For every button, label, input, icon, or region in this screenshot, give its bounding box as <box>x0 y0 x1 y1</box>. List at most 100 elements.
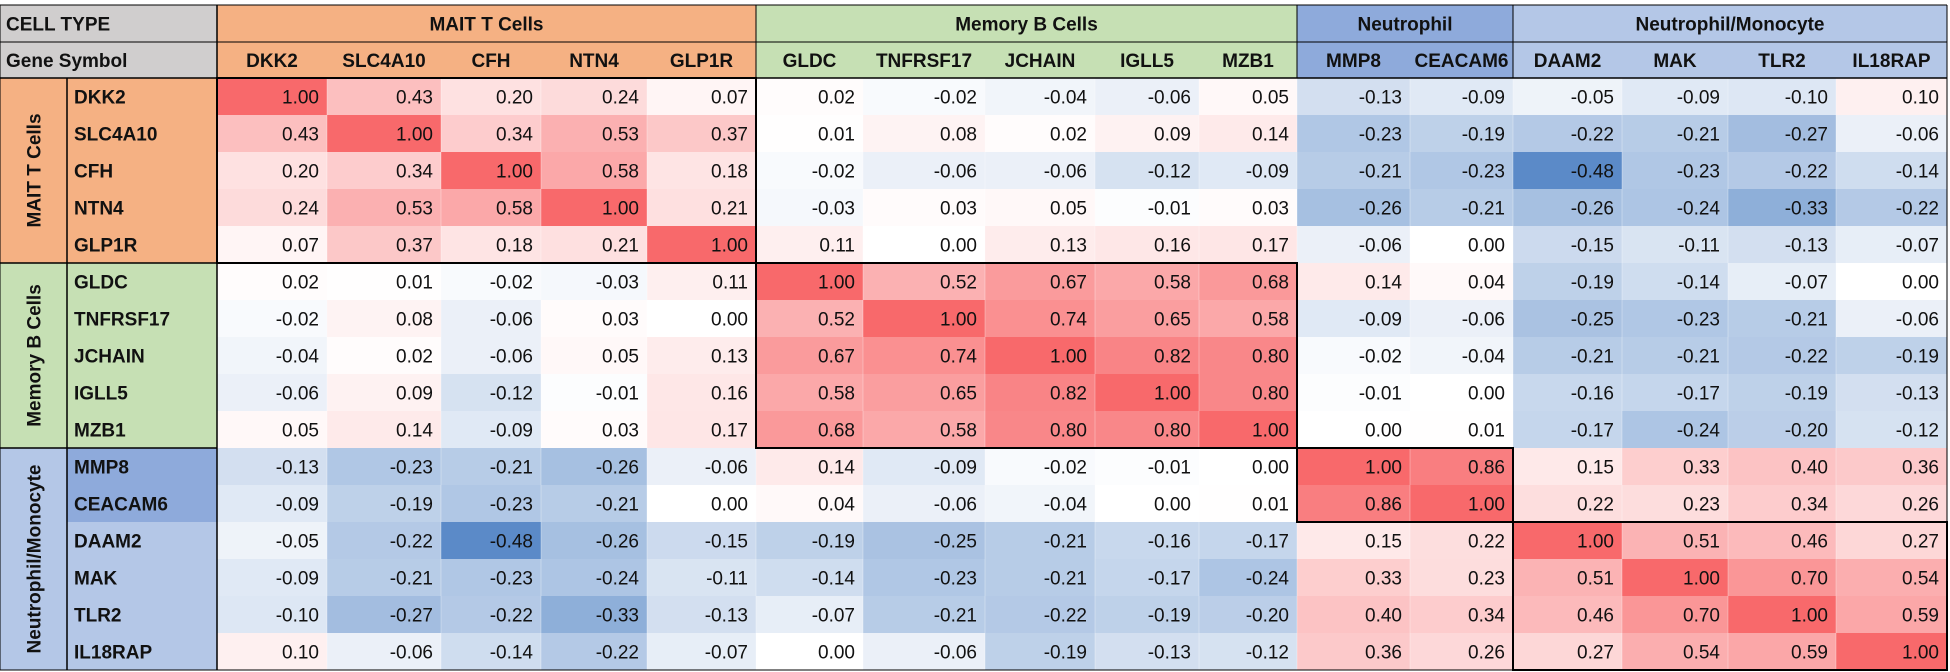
heatmap-cell <box>756 522 863 559</box>
heatmap-cell <box>1513 152 1622 189</box>
cell-value: -0.27 <box>1785 125 1828 146</box>
cell-value: -0.17 <box>1246 532 1289 553</box>
cell-value: 0.15 <box>1365 532 1402 553</box>
heatmap-cell <box>1410 226 1513 263</box>
heatmap-cell <box>1622 522 1728 559</box>
heatmap-cell <box>541 78 647 115</box>
heatmap-cell <box>327 78 441 115</box>
heatmap-cell <box>1728 226 1836 263</box>
heatmap-cell <box>1095 300 1199 337</box>
heatmap-cell <box>1513 633 1622 670</box>
cell-value: -0.48 <box>1571 162 1614 183</box>
row-header-ntn4: NTN4 <box>74 199 124 220</box>
heatmap-cell <box>441 633 541 670</box>
cell-value: -0.04 <box>1044 495 1088 516</box>
heatmap-cell <box>327 226 441 263</box>
heatmap-cell <box>1199 596 1297 633</box>
heatmap-cell <box>1297 411 1410 448</box>
heatmap-cell <box>441 522 541 559</box>
cell-value: -0.22 <box>1896 199 1939 220</box>
cell-value: -0.22 <box>390 532 433 553</box>
heatmap-cell <box>327 522 441 559</box>
cell-value: 0.10 <box>1902 88 1939 109</box>
cell-value: 0.05 <box>1252 88 1289 109</box>
heatmap-cell <box>1410 189 1513 226</box>
column-header-mmp8: MMP8 <box>1326 51 1381 72</box>
heatmap-cell <box>1095 596 1199 633</box>
row-header-slc4a10: SLC4A10 <box>74 125 157 146</box>
heatmap-cell <box>756 115 863 152</box>
cell-value: -0.21 <box>490 458 533 479</box>
cell-value: 0.53 <box>396 199 433 220</box>
cell-value: 0.54 <box>1902 569 1939 590</box>
heatmap-cell <box>1410 78 1513 115</box>
heatmap-cell <box>1199 189 1297 226</box>
row-label-bg-8 <box>67 374 217 411</box>
row-header-igll5: IGLL5 <box>74 384 128 405</box>
cell-value: -0.33 <box>596 606 639 627</box>
cell-value: 0.37 <box>711 125 748 146</box>
cell-value: 0.01 <box>1468 421 1505 442</box>
cell-value: -0.14 <box>1896 162 1940 183</box>
cell-value: 0.16 <box>1154 236 1191 257</box>
heatmap-cell <box>863 115 985 152</box>
heatmap-cell <box>217 226 327 263</box>
heatmap-cell <box>327 485 441 522</box>
cell-value: -0.23 <box>490 495 533 516</box>
heatmap-cell <box>1095 337 1199 374</box>
cell-value: -0.13 <box>705 606 748 627</box>
heatmap-cell <box>1297 559 1410 596</box>
cell-value: 0.08 <box>396 310 433 331</box>
heatmap-cell <box>1297 78 1410 115</box>
cell-value: -0.04 <box>276 347 320 368</box>
heatmap-cell <box>441 152 541 189</box>
row-header-il18rap: IL18RAP <box>74 643 152 664</box>
cell-value: -0.06 <box>934 162 977 183</box>
cell-value: 0.01 <box>818 125 855 146</box>
row-label-bg-9 <box>67 411 217 448</box>
cell-value: -0.23 <box>1359 125 1402 146</box>
heatmap-cell <box>863 633 985 670</box>
heatmap-cell <box>1622 152 1728 189</box>
cell-value: 0.09 <box>396 384 433 405</box>
heatmap-cell <box>541 374 647 411</box>
heatmap-cell <box>756 226 863 263</box>
column-header-il18rap: IL18RAP <box>1852 51 1930 72</box>
cell-value: 1.00 <box>1365 458 1402 479</box>
heatmap-cell <box>541 596 647 633</box>
cell-value: 0.80 <box>1252 347 1289 368</box>
cell-value: 0.01 <box>1252 495 1289 516</box>
cell-value: 0.82 <box>1050 384 1087 405</box>
heatmap-cell <box>1622 448 1728 485</box>
cell-value: 0.13 <box>1050 236 1087 257</box>
heatmap-cell <box>985 189 1095 226</box>
cell-value: 0.07 <box>282 236 319 257</box>
cell-value: -0.09 <box>934 458 977 479</box>
cell-value: 0.20 <box>496 88 533 109</box>
heatmap-cell <box>441 448 541 485</box>
cell-value: 1.00 <box>1468 495 1505 516</box>
cell-value: 0.34 <box>396 162 433 183</box>
heatmap-cell <box>985 448 1095 485</box>
row-header-mzb1: MZB1 <box>74 421 126 442</box>
cell-value: 0.00 <box>1252 458 1289 479</box>
column-header-dkk2: DKK2 <box>246 51 298 72</box>
heatmap-cell <box>647 522 756 559</box>
cell-value: 0.40 <box>1365 606 1402 627</box>
cell-value: -0.10 <box>1785 88 1828 109</box>
cell-value: 0.08 <box>940 125 977 146</box>
cell-value: -0.26 <box>1571 199 1614 220</box>
row-label-bg-3 <box>67 189 217 226</box>
cell-value: 0.80 <box>1252 384 1289 405</box>
cell-value: -0.17 <box>1571 421 1614 442</box>
row-header-daam2: DAAM2 <box>74 532 142 553</box>
heatmap-cell <box>1836 522 1947 559</box>
cell-value: 0.58 <box>496 199 533 220</box>
cell-value: -0.23 <box>390 458 433 479</box>
cell-value: -0.21 <box>596 495 639 516</box>
heatmap-cell <box>756 633 863 670</box>
cell-value: -0.24 <box>1246 569 1290 590</box>
heatmap-cell <box>441 189 541 226</box>
cell-value: -0.21 <box>1044 569 1087 590</box>
row-label-bg-6 <box>67 300 217 337</box>
